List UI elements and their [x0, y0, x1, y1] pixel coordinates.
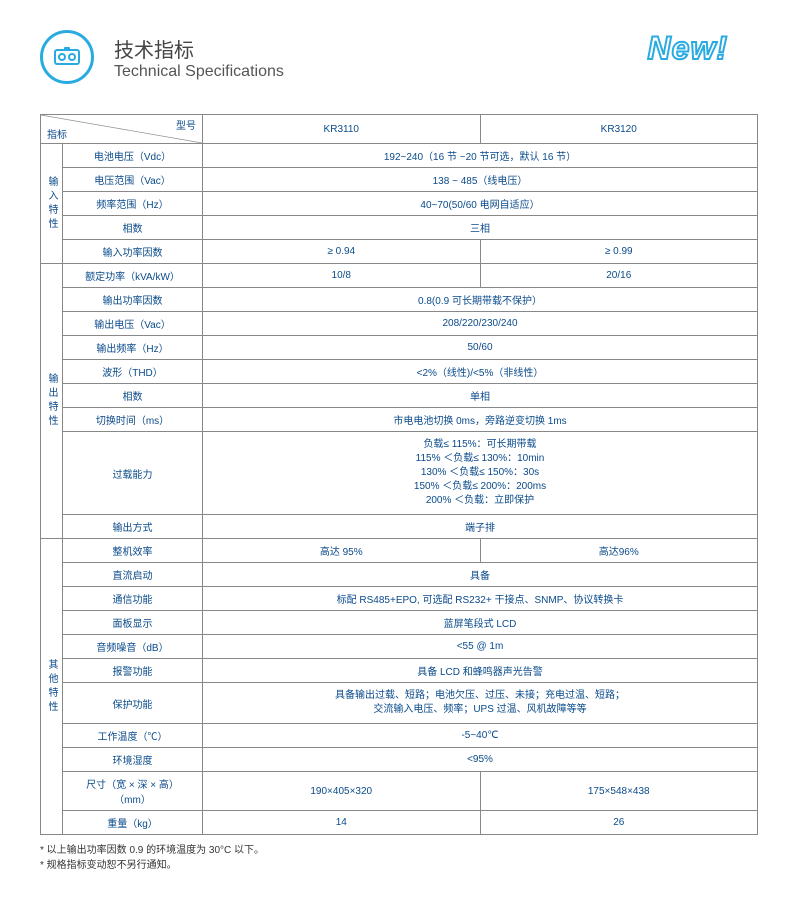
param-label: 相数 — [63, 384, 203, 408]
param-label: 输出功率因数 — [63, 288, 203, 312]
param-value-2: 175×548×438 — [480, 772, 758, 811]
footnote-2: * 规格指标变动恕不另行通知。 — [40, 858, 758, 873]
category-cell: 其他特性 — [41, 539, 63, 835]
param-label: 频率范围（Hz） — [63, 192, 203, 216]
table-row: 保护功能具备输出过载、短路；电池欠压、过压、未接；充电过温、短路；交流输入电压、… — [41, 683, 758, 724]
param-value: 138 ~ 485（线电压） — [203, 168, 758, 192]
table-row: 音频噪音（dB）<55 @ 1m — [41, 635, 758, 659]
table-row: 电压范围（Vac）138 ~ 485（线电压） — [41, 168, 758, 192]
param-label: 通信功能 — [63, 587, 203, 611]
table-row: 环境湿度<95% — [41, 748, 758, 772]
param-value-1: 高达 95% — [203, 539, 481, 563]
spec-table: 型号指标KR3110KR3120输入特性电池电压（Vdc）192~240（16 … — [40, 114, 758, 835]
param-label: 面板显示 — [63, 611, 203, 635]
table-row: 频率范围（Hz）40~70(50/60 电网自适应） — [41, 192, 758, 216]
table-row: 相数单相 — [41, 384, 758, 408]
param-value-1: 190×405×320 — [203, 772, 481, 811]
param-label: 切换时间（ms） — [63, 408, 203, 432]
param-label: 输出频率（Hz） — [63, 336, 203, 360]
param-label: 波形（THD） — [63, 360, 203, 384]
table-row: 输出方式端子排 — [41, 515, 758, 539]
diag-top: 型号 — [176, 117, 196, 132]
param-label: 工作温度（℃） — [63, 724, 203, 748]
param-value-2: 高达96% — [480, 539, 758, 563]
param-label: 电池电压（Vdc） — [63, 144, 203, 168]
param-label: 报警功能 — [63, 659, 203, 683]
header-diagonal: 型号指标 — [41, 115, 203, 144]
param-label: 相数 — [63, 216, 203, 240]
table-row: 通信功能标配 RS485+EPO, 可选配 RS232+ 干接点、SNMP、协议… — [41, 587, 758, 611]
param-label: 环境湿度 — [63, 748, 203, 772]
table-row: 工作温度（℃）-5~40℃ — [41, 724, 758, 748]
param-value: 0.8(0.9 可长期带载不保护） — [203, 288, 758, 312]
param-value: 192~240（16 节 ~20 节可选，默认 16 节） — [203, 144, 758, 168]
spec-icon — [40, 30, 94, 84]
table-row: 直流启动具备 — [41, 563, 758, 587]
table-row: 输出电压（Vac）208/220/230/240 — [41, 312, 758, 336]
param-value: 三相 — [203, 216, 758, 240]
footnotes: * 以上输出功率因数 0.9 的环境温度为 30°C 以下。 * 规格指标变动恕… — [40, 843, 758, 873]
param-label: 电压范围（Vac） — [63, 168, 203, 192]
table-row: 其他特性整机效率高达 95%高达96% — [41, 539, 758, 563]
table-row: 切换时间（ms）市电电池切换 0ms，旁路逆变切换 1ms — [41, 408, 758, 432]
model-col-1: KR3110 — [203, 115, 481, 144]
table-row: 相数三相 — [41, 216, 758, 240]
param-label: 输出电压（Vac） — [63, 312, 203, 336]
param-value: 单相 — [203, 384, 758, 408]
param-value: 端子排 — [203, 515, 758, 539]
param-value-2: 20/16 — [480, 264, 758, 288]
table-row: 过载能力负载≤ 115%：可长期带载115% ＜负载≤ 130%：10min13… — [41, 432, 758, 515]
diag-bot: 指标 — [47, 126, 67, 141]
table-row: 输入特性电池电压（Vdc）192~240（16 节 ~20 节可选，默认 16 … — [41, 144, 758, 168]
model-col-2: KR3120 — [480, 115, 758, 144]
param-value: <95% — [203, 748, 758, 772]
param-label: 额定功率（kVA/kW） — [63, 264, 203, 288]
table-row: 输出特性额定功率（kVA/kW）10/820/16 — [41, 264, 758, 288]
category-cell: 输入特性 — [41, 144, 63, 264]
table-row: 波形（THD）<2%（线性)/<5%（非线性） — [41, 360, 758, 384]
param-value: 具备 — [203, 563, 758, 587]
param-label: 输出方式 — [63, 515, 203, 539]
page-header: 技术指标 Technical Specifications New! — [40, 30, 758, 84]
param-value: 负载≤ 115%：可长期带载115% ＜负载≤ 130%：10min130% ＜… — [203, 432, 758, 515]
param-label: 尺寸（宽 × 深 × 高）（mm） — [63, 772, 203, 811]
param-value: 40~70(50/60 电网自适应） — [203, 192, 758, 216]
category-cell: 输出特性 — [41, 264, 63, 539]
table-row: 重量（kg）1426 — [41, 811, 758, 835]
param-value-1: 14 — [203, 811, 481, 835]
table-row: 输入功率因数≥ 0.94≥ 0.99 — [41, 240, 758, 264]
table-row: 输出频率（Hz）50/60 — [41, 336, 758, 360]
param-value: 标配 RS485+EPO, 可选配 RS232+ 干接点、SNMP、协议转换卡 — [203, 587, 758, 611]
table-row: 输出功率因数0.8(0.9 可长期带载不保护） — [41, 288, 758, 312]
title-block: 技术指标 Technical Specifications — [114, 34, 284, 81]
table-row: 面板显示蓝屏笔段式 LCD — [41, 611, 758, 635]
table-row: 尺寸（宽 × 深 × 高）（mm）190×405×320175×548×438 — [41, 772, 758, 811]
param-value-1: ≥ 0.94 — [203, 240, 481, 264]
footnote-1: * 以上输出功率因数 0.9 的环境温度为 30°C 以下。 — [40, 843, 758, 858]
param-value: 具备 LCD 和蜂鸣器声光告警 — [203, 659, 758, 683]
table-row: 报警功能具备 LCD 和蜂鸣器声光告警 — [41, 659, 758, 683]
param-label: 重量（kg） — [63, 811, 203, 835]
param-label: 输入功率因数 — [63, 240, 203, 264]
param-value: <2%（线性)/<5%（非线性） — [203, 360, 758, 384]
param-value: 蓝屏笔段式 LCD — [203, 611, 758, 635]
new-badge: New! — [648, 30, 728, 67]
param-value: 具备输出过载、短路；电池欠压、过压、未接；充电过温、短路；交流输入电压、频率；U… — [203, 683, 758, 724]
param-value: 市电电池切换 0ms，旁路逆变切换 1ms — [203, 408, 758, 432]
param-value: 208/220/230/240 — [203, 312, 758, 336]
param-value: -5~40℃ — [203, 724, 758, 748]
param-label: 整机效率 — [63, 539, 203, 563]
param-value-2: 26 — [480, 811, 758, 835]
title-en: Technical Specifications — [114, 63, 284, 81]
param-value: 50/60 — [203, 336, 758, 360]
param-value: <55 @ 1m — [203, 635, 758, 659]
param-label: 音频噪音（dB） — [63, 635, 203, 659]
param-value-2: ≥ 0.99 — [480, 240, 758, 264]
param-value-1: 10/8 — [203, 264, 481, 288]
param-label: 直流启动 — [63, 563, 203, 587]
title-cn: 技术指标 — [114, 34, 284, 63]
param-label: 保护功能 — [63, 683, 203, 724]
param-label: 过载能力 — [63, 432, 203, 515]
